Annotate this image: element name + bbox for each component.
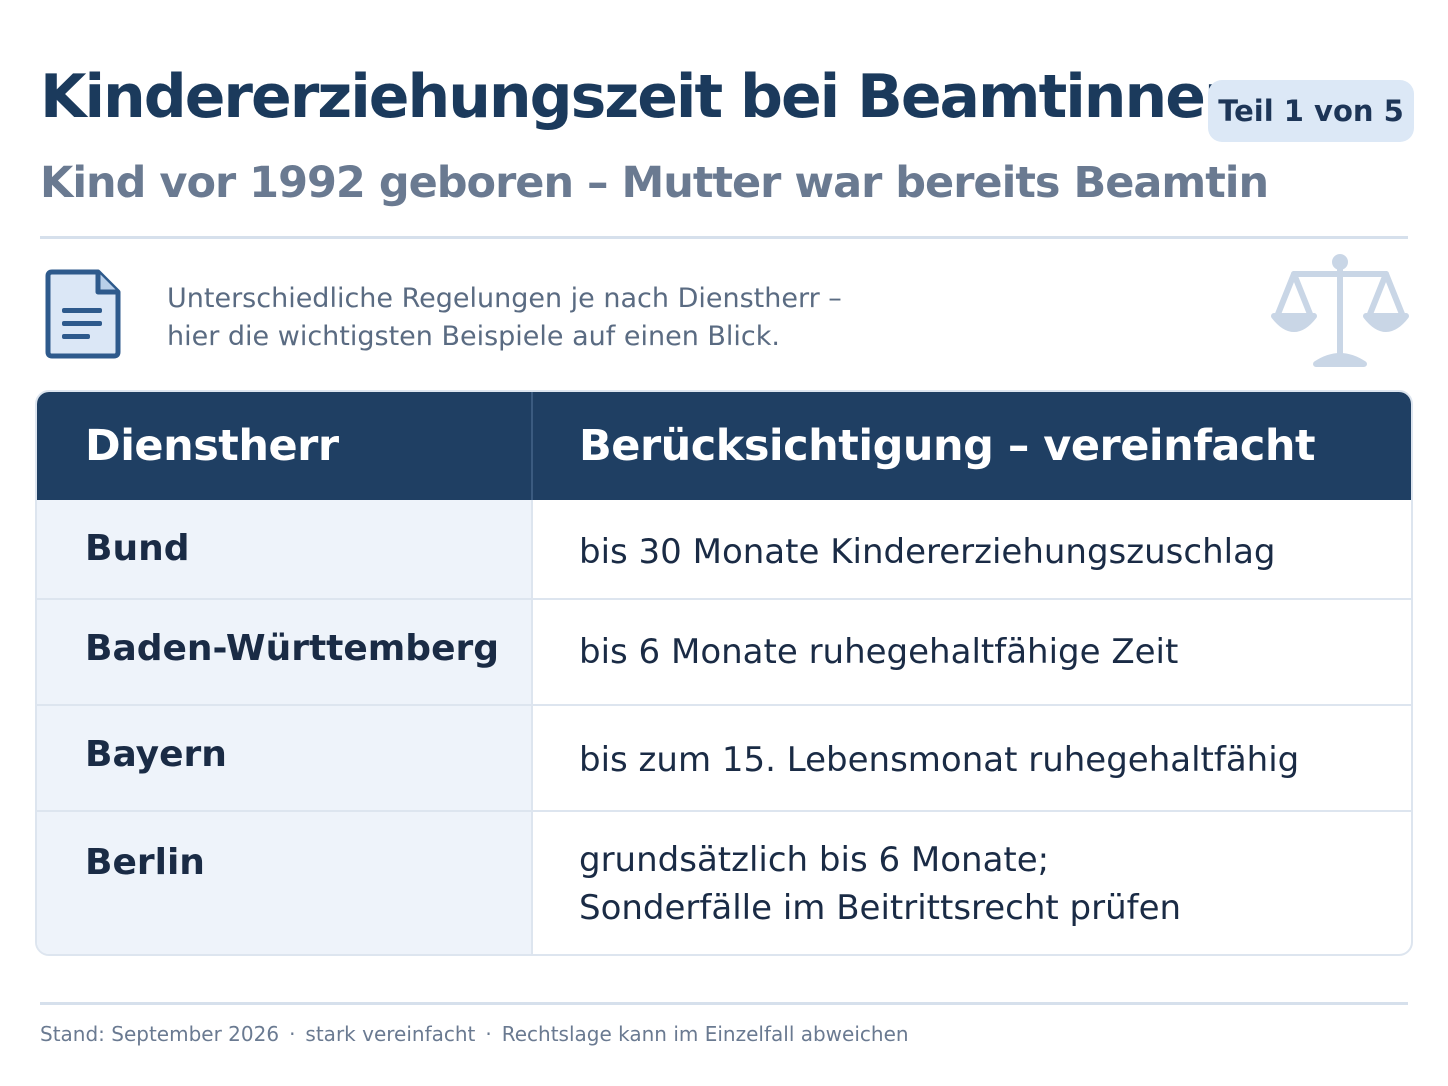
footer-simplified: stark vereinfacht [305,1022,476,1046]
intro-text: Unterschiedliche Regelungen je nach Dien… [167,280,842,356]
header-dienstherr: Dienstherr [85,421,339,471]
column-divider [531,500,533,954]
row-name: Bayern [85,734,227,775]
row-value: bis zum 15. Lebensmonat ruhegehaltfähig [579,740,1300,780]
header-divider-line [531,392,533,500]
row-name: Baden-Württemberg [85,628,500,669]
intro-line-2: hier die wichtigsten Beispiele auf einen… [167,321,780,352]
header-divider [40,236,1408,239]
document-icon [45,269,121,359]
intro-line-1: Unterschiedliche Regelungen je nach Dien… [167,283,842,314]
row-value: bis 30 Monate Kindererziehungszuschlag [579,532,1276,572]
footer-separator: · [289,1022,296,1046]
scale-icon [1271,254,1409,367]
row-value-line-1: grundsätzlich bis 6 Monate; [579,840,1050,880]
footer-separator: · [485,1022,492,1046]
table-row: Bund bis 30 Monate Kindererziehungszusch… [37,500,1411,600]
table-row: Bayern bis zum 15. Lebensmonat ruhegehal… [37,706,1411,812]
row-value: bis 6 Monate ruhegehaltfähige Zeit [579,632,1179,672]
header-beruecksichtigung: Berücksichtigung – vereinfacht [579,421,1316,471]
footer-note: Stand: September 2026 · stark vereinfacht ·… [40,1022,909,1046]
row-value-line-2: Sonderfälle im Beitrittsrecht prüfen [579,888,1182,928]
footer-divider [40,1002,1408,1005]
table-row: Berlin grundsätzlich bis 6 Monate; Sonde… [37,812,1411,954]
table-row: Baden-Württemberg bis 6 Monate ruhegehal… [37,600,1411,706]
row-name: Bund [85,528,190,569]
page-subtitle: Kind vor 1992 geboren – Mutter war berei… [40,158,1269,208]
regulation-table: Dienstherr Berücksichtigung – vereinfach… [35,390,1413,956]
footer-date: Stand: September 2026 [40,1022,280,1046]
row-name: Berlin [85,842,205,883]
page-title: Kindererziehungszeit bei Beamtinnen [40,62,1247,132]
table-header: Dienstherr Berücksichtigung – vereinfach… [37,392,1411,500]
footer-disclaimer: Rechtslage kann im Einzelfall abweichen [501,1022,909,1046]
part-badge: Teil 1 von 5 [1208,80,1414,142]
row-value: grundsätzlich bis 6 Monate; Sonderfälle … [579,836,1181,932]
left-column-bg [37,500,532,954]
